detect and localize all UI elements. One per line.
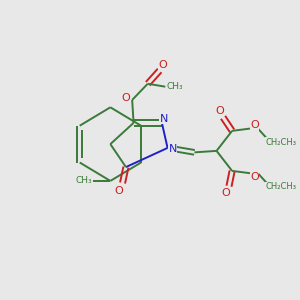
Text: CH₃: CH₃ — [167, 82, 184, 91]
Text: O: O — [250, 172, 259, 182]
Text: O: O — [122, 93, 130, 103]
Text: N: N — [160, 114, 168, 124]
Text: CH₃: CH₃ — [76, 176, 92, 185]
Text: N: N — [169, 143, 177, 154]
Text: CH₂CH₃: CH₂CH₃ — [265, 137, 296, 146]
Text: CH₂CH₃: CH₂CH₃ — [265, 182, 296, 191]
Text: O: O — [114, 186, 123, 196]
Text: O: O — [221, 188, 230, 198]
Text: O: O — [250, 120, 259, 130]
Text: O: O — [215, 106, 224, 116]
Text: O: O — [158, 61, 167, 70]
